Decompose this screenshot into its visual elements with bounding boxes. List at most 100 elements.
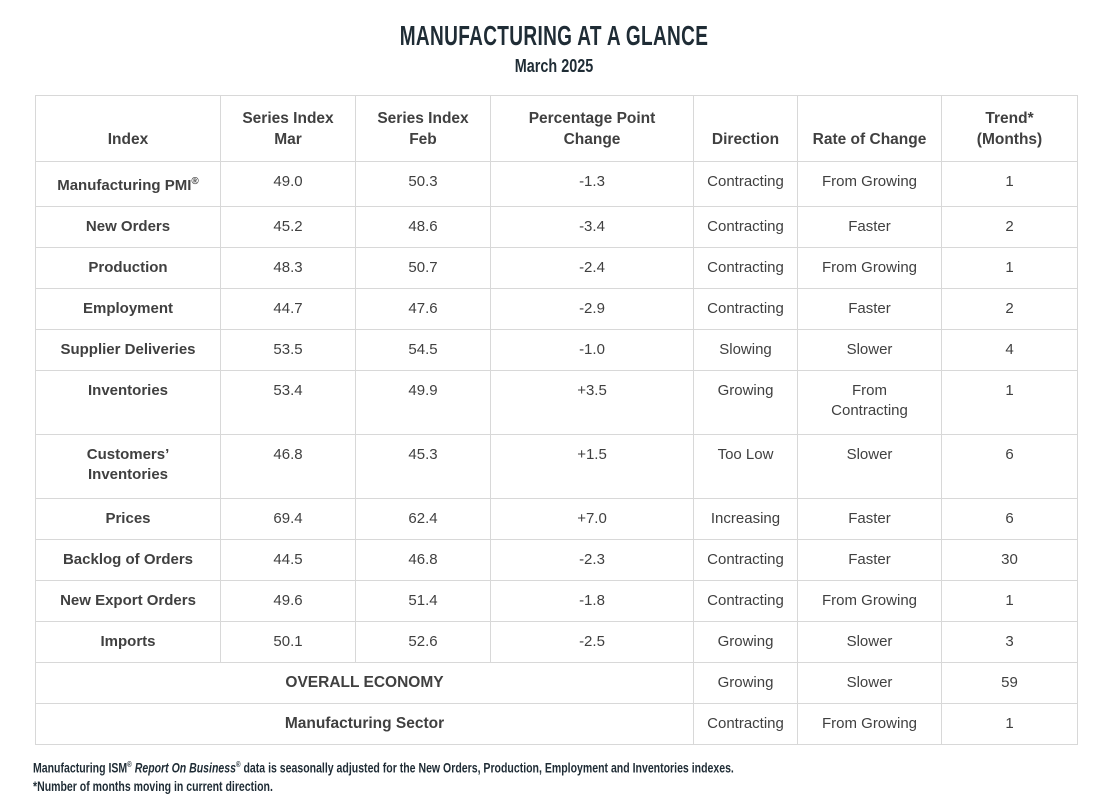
row-label: New Export Orders xyxy=(35,580,221,622)
cell-direction: Contracting xyxy=(693,206,798,248)
table-row: Employment 44.7 47.6 -2.9 Contracting Fa… xyxy=(35,288,1078,330)
page-subtitle: March 2025 xyxy=(514,56,594,76)
cell-rate-of-change: Slower xyxy=(797,434,942,499)
footnotes: Manufacturing ISM® Report On Business® d… xyxy=(33,757,1108,796)
cell-direction: Contracting xyxy=(693,161,798,207)
row-label: Imports xyxy=(35,621,221,663)
col-header-series-index-feb: Series Index Feb xyxy=(355,95,491,162)
cell-rate-of-change: Faster xyxy=(797,498,942,540)
cell-trend: 6 xyxy=(941,498,1078,540)
report-header: MANUFACTURING AT A GLANCE March 2025 xyxy=(0,0,1108,78)
cell-series-index-mar: 46.8 xyxy=(220,434,356,499)
cell-direction: Too Low xyxy=(693,434,798,499)
cell-percentage-point-change: -1.0 xyxy=(490,329,694,371)
row-label: Customers’ Inventories xyxy=(35,434,221,499)
cell-direction: Growing xyxy=(693,370,798,435)
cell-series-index-feb: 62.4 xyxy=(355,498,491,540)
cell-series-index-feb: 54.5 xyxy=(355,329,491,371)
cell-series-index-feb: 46.8 xyxy=(355,539,491,581)
row-label: Prices xyxy=(35,498,221,540)
cell-series-index-feb: 48.6 xyxy=(355,206,491,248)
cell-rate-of-change: Slower xyxy=(797,662,942,704)
cell-series-index-feb: 49.9 xyxy=(355,370,491,435)
cell-trend: 1 xyxy=(941,161,1078,207)
row-label: Production xyxy=(35,247,221,289)
cell-trend: 1 xyxy=(941,580,1078,622)
cell-percentage-point-change: +7.0 xyxy=(490,498,694,540)
cell-percentage-point-change: -1.8 xyxy=(490,580,694,622)
col-header-direction: Direction xyxy=(693,95,798,162)
col-header-series-index-mar: Series Index Mar xyxy=(220,95,356,162)
manufacturing-at-a-glance-table: Index Series Index Mar Series Index Feb … xyxy=(35,95,1078,745)
cell-percentage-point-change: -3.4 xyxy=(490,206,694,248)
footnote-source: Manufacturing ISM® Report On Business® d… xyxy=(33,760,734,776)
cell-trend: 4 xyxy=(941,329,1078,371)
cell-trend: 59 xyxy=(941,662,1078,704)
cell-series-index-mar: 48.3 xyxy=(220,247,356,289)
cell-series-index-mar: 44.7 xyxy=(220,288,356,330)
table-header-row: Index Series Index Mar Series Index Feb … xyxy=(35,95,1078,162)
table-row: Inventories 53.4 49.9 +3.5 Growing From … xyxy=(35,370,1078,435)
cell-direction: Slowing xyxy=(693,329,798,371)
cell-percentage-point-change: -2.5 xyxy=(490,621,694,663)
table-row: Supplier Deliveries 53.5 54.5 -1.0 Slowi… xyxy=(35,329,1078,371)
cell-direction: Contracting xyxy=(693,247,798,289)
cell-rate-of-change: From Growing xyxy=(797,703,942,745)
cell-series-index-feb: 47.6 xyxy=(355,288,491,330)
cell-trend: 2 xyxy=(941,288,1078,330)
col-header-percentage-point-change: Percentage Point Change xyxy=(490,95,694,162)
cell-trend: 30 xyxy=(941,539,1078,581)
table-row: Production 48.3 50.7 -2.4 Contracting Fr… xyxy=(35,247,1078,289)
cell-series-index-mar: 50.1 xyxy=(220,621,356,663)
row-label: Inventories xyxy=(35,370,221,435)
table-row: New Orders 45.2 48.6 -3.4 Contracting Fa… xyxy=(35,206,1078,248)
col-header-trend-months: Trend* (Months) xyxy=(941,95,1078,162)
cell-percentage-point-change: -2.3 xyxy=(490,539,694,581)
cell-direction: Contracting xyxy=(693,288,798,330)
cell-rate-of-change: From Growing xyxy=(797,580,942,622)
cell-direction: Contracting xyxy=(693,703,798,745)
cell-rate-of-change: From Contracting xyxy=(797,370,942,435)
cell-series-index-feb: 50.3 xyxy=(355,161,491,207)
cell-series-index-feb: 52.6 xyxy=(355,621,491,663)
row-label: Supplier Deliveries xyxy=(35,329,221,371)
footnote-trend-note: *Number of months moving in current dire… xyxy=(33,778,273,794)
summary-row-label: OVERALL ECONOMY xyxy=(35,662,694,704)
row-label: New Orders xyxy=(35,206,221,248)
cell-direction: Contracting xyxy=(693,580,798,622)
cell-series-index-mar: 44.5 xyxy=(220,539,356,581)
cell-direction: Increasing xyxy=(693,498,798,540)
cell-percentage-point-change: -2.9 xyxy=(490,288,694,330)
cell-series-index-feb: 51.4 xyxy=(355,580,491,622)
summary-row: Manufacturing Sector Contracting From Gr… xyxy=(35,703,1078,745)
cell-rate-of-change: From Growing xyxy=(797,247,942,289)
cell-series-index-mar: 45.2 xyxy=(220,206,356,248)
cell-percentage-point-change: -1.3 xyxy=(490,161,694,207)
row-label: Manufacturing PMI® xyxy=(35,161,221,207)
cell-series-index-mar: 69.4 xyxy=(220,498,356,540)
cell-rate-of-change: Slower xyxy=(797,621,942,663)
cell-trend: 3 xyxy=(941,621,1078,663)
cell-direction: Contracting xyxy=(693,539,798,581)
table-row: Customers’ Inventories 46.8 45.3 +1.5 To… xyxy=(35,434,1078,499)
table-row: Imports 50.1 52.6 -2.5 Growing Slower 3 xyxy=(35,621,1078,663)
col-header-index: Index xyxy=(35,95,221,162)
cell-series-index-mar: 49.0 xyxy=(220,161,356,207)
cell-percentage-point-change: +1.5 xyxy=(490,434,694,499)
table-row: Prices 69.4 62.4 +7.0 Increasing Faster … xyxy=(35,498,1078,540)
cell-direction: Growing xyxy=(693,621,798,663)
cell-trend: 6 xyxy=(941,434,1078,499)
cell-rate-of-change: Faster xyxy=(797,539,942,581)
cell-direction: Growing xyxy=(693,662,798,704)
cell-series-index-mar: 53.5 xyxy=(220,329,356,371)
cell-percentage-point-change: -2.4 xyxy=(490,247,694,289)
cell-series-index-feb: 45.3 xyxy=(355,434,491,499)
cell-series-index-feb: 50.7 xyxy=(355,247,491,289)
table-row: Backlog of Orders 44.5 46.8 -2.3 Contrac… xyxy=(35,539,1078,581)
cell-rate-of-change: Slower xyxy=(797,329,942,371)
table-row: New Export Orders 49.6 51.4 -1.8 Contrac… xyxy=(35,580,1078,622)
cell-series-index-mar: 53.4 xyxy=(220,370,356,435)
cell-series-index-mar: 49.6 xyxy=(220,580,356,622)
summary-row-label: Manufacturing Sector xyxy=(35,703,694,745)
